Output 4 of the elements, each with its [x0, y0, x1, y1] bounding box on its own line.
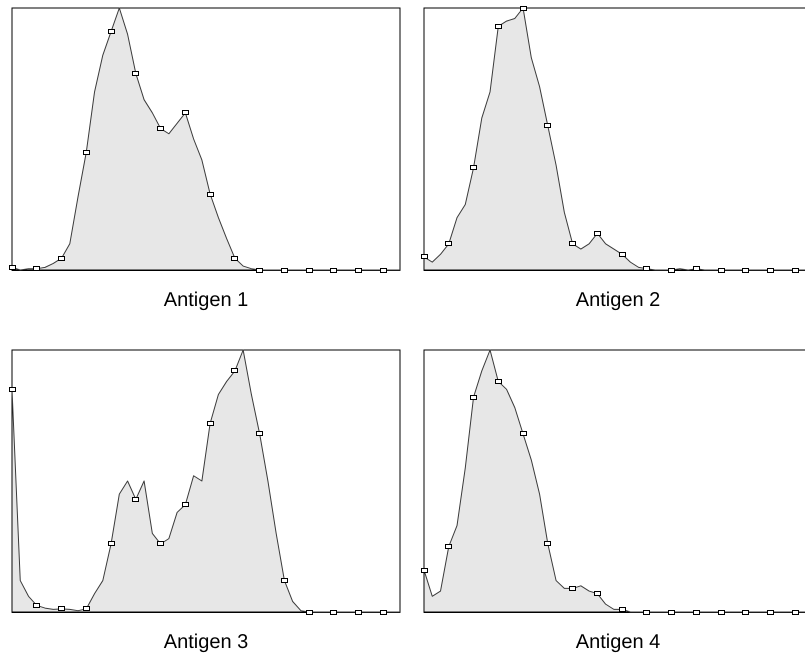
x-axis-title: Antigen 1 — [164, 289, 248, 311]
x-axis-title: Antigen 3 — [164, 631, 248, 653]
x-axis-title: Antigen 4 — [576, 631, 660, 653]
x-axis-title: Antigen 2 — [576, 289, 660, 311]
